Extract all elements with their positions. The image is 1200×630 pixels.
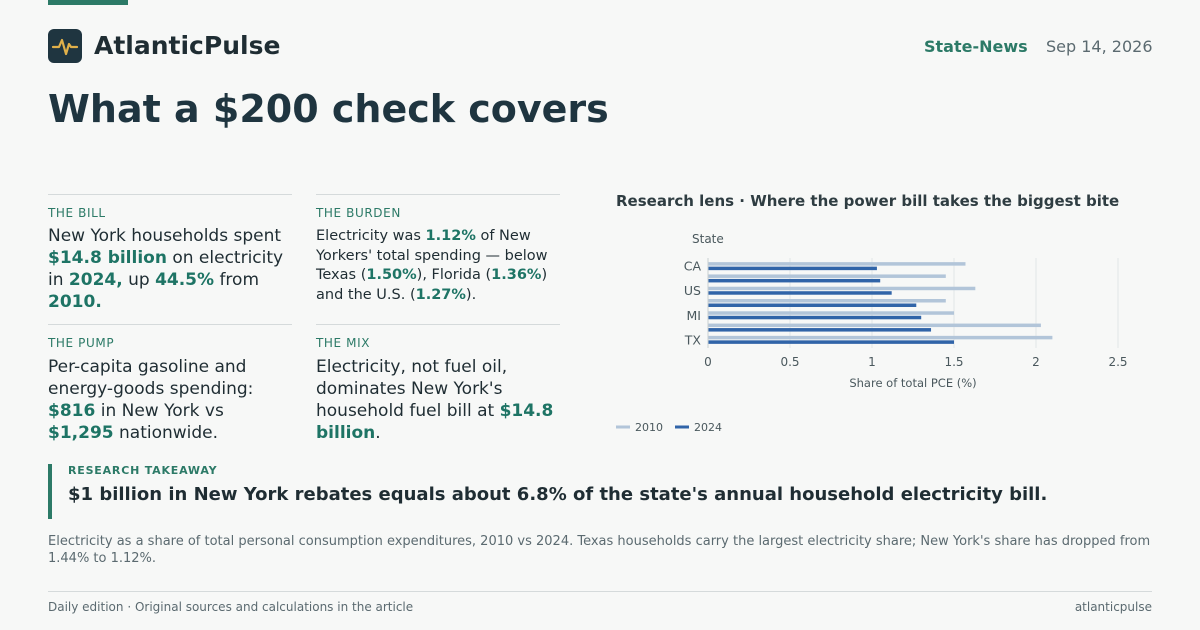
chart-caption: Electricity as a share of total personal… (48, 534, 1151, 566)
card-highlight: $1,295 (48, 423, 114, 443)
bar-2024 (708, 303, 917, 307)
card-text: Electricity, not fuel oil, dominates New… (316, 357, 508, 421)
footer-site[interactable]: atlanticpulse (1074, 600, 1152, 614)
card-text: Electricity was (316, 228, 426, 244)
card-body: New York households spent $14.8 billion … (48, 225, 292, 313)
card-text: ) and the U.S. ( (316, 267, 548, 303)
bar-2010 (708, 299, 946, 303)
pulse-icon[interactable] (48, 29, 82, 63)
y-tick-label: US (684, 283, 701, 298)
bar-2024 (708, 266, 877, 271)
card-text: of New Yorkers' total spending — below T… (316, 228, 548, 283)
x-tick-label: 1.5 (944, 355, 963, 369)
y-tick-label: CA (684, 259, 702, 274)
bar-2024 (708, 278, 881, 283)
card-text: nationwide. (113, 423, 219, 443)
card-highlight: 2010. (48, 292, 102, 312)
x-tick-label: 2.5 (1108, 355, 1127, 369)
bar-2010 (708, 323, 1041, 328)
takeaway-kicker: RESEARCH TAKEAWAY (68, 464, 218, 477)
publish-date: Sep 14, 2026 (1046, 37, 1153, 56)
y-tick-label: MI (687, 308, 701, 323)
stat-card-burden: THE BURDEN Electricity was 1.12% of New … (316, 194, 560, 305)
card-body: Per-capita gasoline and energy-goods spe… (48, 356, 292, 444)
card-highlight: 1.36% (491, 267, 542, 283)
card-text: ), Florida ( (416, 267, 492, 283)
stat-card-pump: THE PUMP Per-capita gasoline and energy-… (48, 324, 292, 444)
card-text: from (214, 270, 260, 290)
card-highlight: $14.8 billion (316, 401, 554, 443)
card-highlight: $14.8 billion (48, 248, 167, 268)
y-axis-title: State (692, 232, 724, 246)
card-label: THE PUMP (48, 336, 115, 350)
bar-2024 (708, 328, 932, 332)
card-text: on electricity in (48, 248, 284, 290)
card-text: up (122, 270, 156, 290)
bar-2010 (708, 286, 976, 291)
y-tick-label: TX (684, 332, 702, 347)
stat-card-mix: THE MIX Electricity, not fuel oil, domin… (316, 324, 560, 444)
x-tick-label: 0 (704, 355, 712, 369)
card-text: Per-capita gasoline and energy-goods spe… (48, 357, 254, 399)
card-highlight: $816 (48, 401, 96, 421)
card-text: . (375, 423, 381, 443)
takeaway-text: $1 billion in New York rebates equals ab… (68, 484, 1048, 505)
footer-divider (48, 591, 1152, 592)
bar-2024 (708, 315, 922, 320)
top-accent-bar (48, 0, 128, 5)
x-tick-label: 1 (868, 355, 876, 369)
card-text: in New York vs (95, 401, 224, 421)
footer-note: Daily edition · Original sources and cal… (48, 600, 414, 614)
x-tick-label: 0.5 (780, 355, 799, 369)
card-body: Electricity was 1.12% of New Yorkers' to… (316, 227, 560, 305)
card-highlight: 1.50% (366, 267, 417, 283)
x-axis-title: Share of total PCE (%) (849, 376, 976, 390)
card-highlight: 2024, (68, 270, 123, 290)
bar-2010 (708, 262, 966, 266)
bar-2024 (708, 340, 954, 344)
chart-title: Research lens · Where the power bill tak… (616, 192, 1120, 210)
legend-label: 2010 (635, 421, 663, 434)
card-label: THE MIX (316, 336, 371, 350)
bar-2010 (708, 311, 954, 315)
card-highlight: 1.27% (415, 286, 466, 303)
card-body: Electricity, not fuel oil, dominates New… (316, 356, 560, 444)
card-text: ). (465, 286, 477, 303)
card-label: THE BURDEN (316, 206, 401, 220)
bar-2024 (708, 291, 892, 295)
legend-label: 2024 (694, 421, 722, 434)
bar-2010 (708, 335, 1053, 340)
card-highlight: 1.12% (425, 228, 476, 244)
bar-2010 (708, 274, 946, 278)
card-text: New York households spent (48, 226, 282, 246)
card-highlight: 44.5% (155, 270, 215, 290)
x-tick-label: 2 (1032, 355, 1040, 369)
research-takeaway: RESEARCH TAKEAWAY $1 billion in New York… (48, 464, 1152, 519)
card-label: THE BILL (48, 206, 106, 220)
bar-chart: State CA US MI TX0 0.5 1 1.5 2 2.5 Share of total … (616, 232, 1128, 434)
page-title: What a $200 check covers (48, 87, 609, 131)
section-tag[interactable]: State-News (924, 37, 1028, 56)
stat-card-bill: THE BILL New York households spent $14.8… (48, 194, 292, 313)
brand-name[interactable]: AtlanticPulse (94, 31, 281, 60)
